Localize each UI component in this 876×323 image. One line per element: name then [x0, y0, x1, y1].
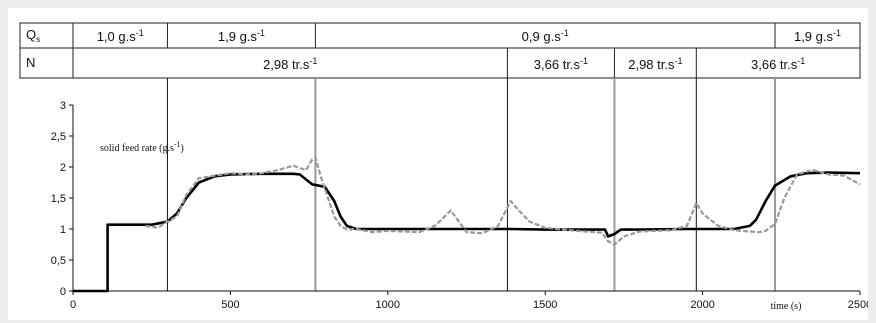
qs-cell-label: 1,9 g.s-1: [218, 28, 265, 44]
qs-cell-label-base: 1,9 g.s: [794, 29, 834, 44]
x-axis-label: time (s): [771, 301, 802, 312]
x-tick-label: 2500: [848, 299, 868, 311]
n-cell-label-exp: -1: [797, 56, 805, 66]
qs-cell-label-base: 1,0 g.s: [97, 29, 137, 44]
qs-cell-label-base: 0,9 g.s: [522, 29, 562, 44]
x-tick-label: 2000: [690, 299, 714, 311]
chart-series: [73, 156, 861, 293]
phase-markers: [166, 78, 777, 291]
y-tick-label: 1,5: [51, 193, 66, 205]
series-line-setpoint: [73, 171, 861, 293]
x-tick-label: 1000: [376, 299, 400, 311]
n-cell-label: 2,98 tr.s-1: [263, 56, 317, 72]
n-cell-label-base: 3,66 tr.s: [534, 57, 581, 72]
qs-cell-label-exp: -1: [257, 28, 265, 38]
solid-feed-rate-annotation: solid feed rate (g.s-1): [100, 140, 184, 154]
y-tick-label: 0: [60, 286, 66, 298]
n-cell-label-base: 2,98 tr.s: [628, 57, 675, 72]
n-cell-label-base: 2,98 tr.s: [263, 57, 310, 72]
series-line-measured: [145, 156, 861, 246]
n-cell-label-exp: -1: [309, 56, 317, 66]
figure: Qs N 1,0 g.s-1 1,9 g.s-1 0,9 g.s-1 1,9 g.s-1 2…: [8, 8, 868, 320]
n-cell-label-exp: -1: [580, 56, 588, 66]
chart-annotations: solid feed rate (g.s-1): [100, 140, 184, 154]
qs-cell-label: 1,9 g.s-1: [794, 28, 841, 44]
qs-cell-label-exp: -1: [833, 28, 841, 38]
y-tick-label: 3: [60, 100, 66, 112]
qs-cell-label-exp: -1: [136, 28, 144, 38]
table-border: [19, 22, 861, 79]
qs-cell-label: 1,0 g.s-1: [97, 28, 144, 44]
qs-cell-label-exp: -1: [561, 28, 569, 38]
annotation-close: ): [181, 143, 184, 154]
chart-axes: 0 0,5 1 1,5 2 2,5 3 0 500 1000 1500 2000 2500 time (s…: [51, 100, 868, 312]
annotation-base: solid feed rate (g.s: [100, 143, 174, 154]
qs-cell-label: 0,9 g.s-1: [522, 28, 569, 44]
x-tick-label: 1500: [533, 299, 557, 311]
x-tick-label: 0: [70, 299, 76, 311]
row-label-qs-sub: s: [36, 35, 40, 44]
qs-cell-label-base: 1,9 g.s: [218, 29, 258, 44]
n-cell-label: 2,98 tr.s-1: [628, 56, 682, 72]
row-label-n: N: [26, 55, 35, 70]
y-tick-label: 2: [60, 162, 66, 174]
y-tick-label: 2,5: [51, 131, 66, 143]
row-label-qs-base: Q: [26, 27, 36, 42]
n-cell-label: 3,66 tr.s-1: [534, 56, 588, 72]
x-tick-label: 500: [221, 299, 239, 311]
y-tick-label: 1: [60, 224, 66, 236]
n-cell-label-base: 3,66 tr.s: [751, 57, 798, 72]
y-tick-label: 0,5: [51, 255, 66, 267]
n-cell-label: 3,66 tr.s-1: [751, 56, 805, 72]
row-label-qs: Qs: [26, 27, 40, 44]
annotation-exp: -1: [174, 140, 181, 149]
n-cell-label-exp: -1: [674, 56, 682, 66]
